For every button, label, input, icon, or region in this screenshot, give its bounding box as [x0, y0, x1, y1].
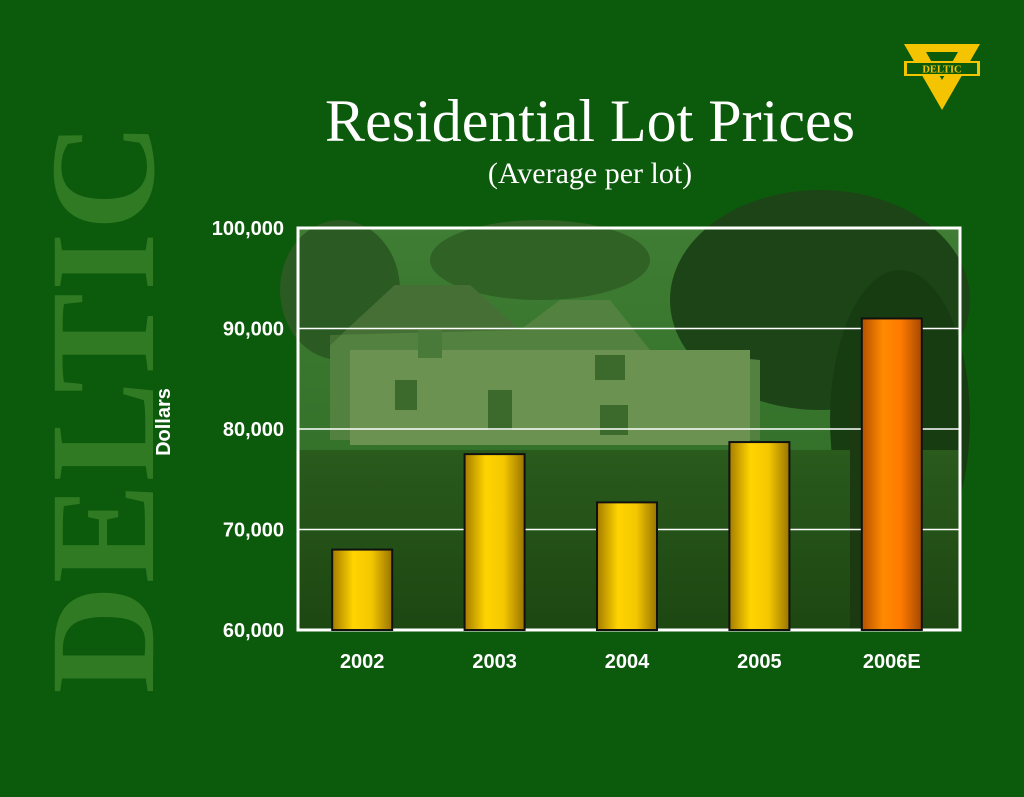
deltic-logo: DELTIC [904, 44, 980, 110]
y-tick-labels: 100,000 90,000 80,000 70,000 60,000 [212, 218, 284, 642]
chart-subtitle: (Average per lot) [487, 157, 693, 190]
bar-2002 [331, 548, 394, 631]
x-tick-label: 2002 [340, 651, 385, 673]
x-tick-label: 2005 [737, 651, 782, 673]
y-tick-label: 100,000 [212, 218, 284, 240]
y-tick-label: 90,000 [223, 319, 284, 341]
x-tick-labels: 2002 2003 2004 2005 2006E [340, 651, 921, 673]
y-tick-label: 70,000 [223, 520, 284, 542]
bar-2006e [860, 317, 923, 631]
bar-2004 [596, 501, 658, 631]
logo-text: DELTIC [922, 65, 961, 76]
y-axis-label: Dollars [153, 388, 175, 456]
bar-2003 [463, 453, 526, 631]
y-tick-label: 80,000 [223, 419, 284, 441]
bar-chart: 100,000 90,000 80,000 70,000 60,000 2002 2003… [153, 190, 970, 673]
y-tick-label: 60,000 [223, 620, 284, 642]
x-tick-label: 2006E [863, 651, 921, 673]
x-tick-label: 2004 [605, 651, 650, 673]
chart-title: Residential Lot Prices [325, 88, 855, 154]
bar-2005 [728, 441, 791, 631]
logo-band-inner [907, 63, 977, 74]
bars [331, 317, 923, 631]
x-tick-label: 2003 [472, 651, 517, 673]
